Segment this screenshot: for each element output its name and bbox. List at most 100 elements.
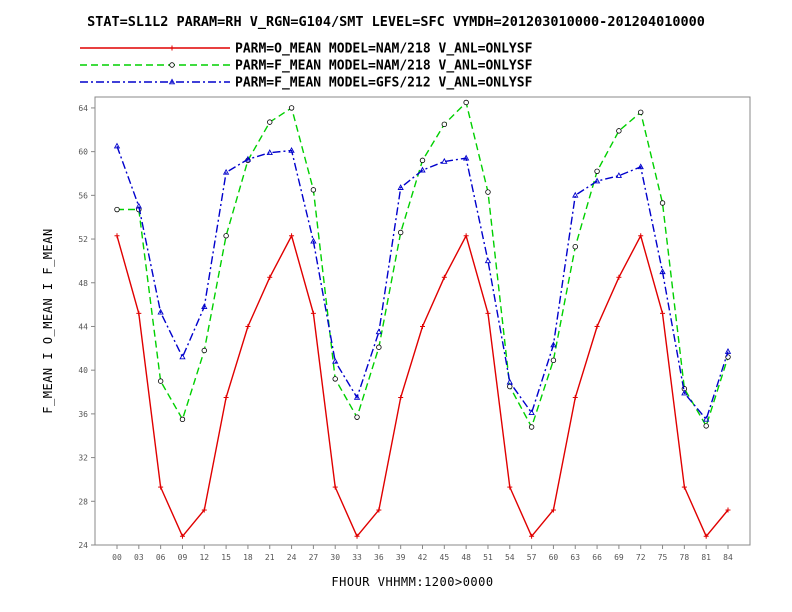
triangle-marker	[244, 155, 252, 162]
circle-marker	[572, 243, 578, 250]
y-tick-label: 48	[78, 279, 88, 288]
triangle-marker	[528, 409, 535, 416]
x-axis-label: FHOUR VHHMM:1200>0000	[331, 575, 493, 589]
legend: PARM=O_MEAN MODEL=NAM/218 V_ANL=ONLYSF PA…	[80, 42, 533, 91]
y-tick-label: 32	[78, 454, 88, 463]
circle-marker	[616, 128, 622, 134]
x-tick-label: 09	[178, 553, 188, 562]
x-tick-label: 39	[396, 553, 406, 562]
circle-marker	[114, 206, 120, 213]
x-tick-label: 18	[243, 553, 253, 562]
plus-marker	[550, 507, 556, 513]
x-tick-label: 63	[570, 553, 580, 562]
circle-marker	[528, 424, 535, 430]
triangle-marker	[397, 184, 404, 190]
plus-marker	[507, 484, 513, 490]
legend-label: PARM=O_MEAN MODEL=NAM/218 V_ANL=ONLYSF	[235, 42, 533, 57]
series-line	[117, 101, 729, 429]
x-tick-label: 72	[636, 553, 646, 562]
plus-marker	[725, 507, 731, 513]
triangle-marker	[135, 202, 142, 209]
plus-marker	[660, 310, 666, 316]
y-axis: 24 28 32 36 40 44 48 52 56 60 64	[78, 104, 95, 550]
triangle-marker	[615, 172, 623, 178]
plus-marker	[485, 310, 491, 316]
circle-marker	[550, 357, 557, 364]
x-tick-label: 48	[461, 553, 471, 562]
y-tick-label: 60	[78, 148, 88, 157]
circle-marker	[223, 233, 229, 239]
x-tick-label: 21	[265, 553, 275, 562]
circle-marker	[288, 105, 295, 111]
triangle-marker	[484, 257, 492, 264]
plus-marker	[354, 533, 360, 539]
legend-entry-3: PARM=F_MEAN MODEL=GFS/212 V_ANL=ONLYSF	[80, 76, 533, 91]
triangle-marker	[419, 166, 426, 173]
x-tick-label: 57	[527, 553, 537, 562]
triangle-marker	[179, 353, 186, 360]
plus-marker	[681, 484, 687, 490]
y-tick-label: 52	[78, 235, 88, 244]
x-tick-label: 06	[156, 553, 166, 562]
x-tick-label: 12	[199, 553, 209, 562]
x-tick-label: 54	[505, 553, 515, 562]
plus-marker	[529, 533, 535, 539]
plus-marker	[376, 507, 382, 513]
triangle-marker	[441, 157, 448, 164]
plus-marker	[136, 310, 142, 316]
x-tick-label: 84	[723, 553, 733, 562]
x-tick-label: 51	[483, 553, 493, 562]
plus-marker	[267, 274, 273, 280]
plus-marker	[398, 394, 404, 400]
series-line	[116, 233, 729, 538]
x-tick-label: 36	[374, 553, 384, 562]
chart-title: STAT=SL1L2 PARAM=RH V_RGN=G104/SMT LEVEL…	[87, 14, 705, 30]
plus-marker	[114, 233, 120, 239]
legend-entry-1: PARM=O_MEAN MODEL=NAM/218 V_ANL=ONLYSF	[80, 42, 533, 57]
plus-marker	[572, 394, 578, 400]
triangle-marker	[332, 357, 339, 364]
plus-marker	[310, 310, 316, 316]
plus-marker	[463, 233, 469, 239]
triangle-marker	[703, 415, 710, 422]
plus-marker	[169, 45, 175, 51]
triangle-marker	[113, 142, 121, 149]
circle-marker	[201, 347, 207, 354]
plus-marker	[179, 533, 185, 539]
circle-marker	[310, 187, 317, 193]
y-tick-label: 36	[78, 410, 88, 419]
plus-marker	[223, 394, 229, 400]
series-2	[114, 99, 731, 430]
x-tick-label: 69	[614, 553, 624, 562]
x-tick-label: 30	[330, 553, 340, 562]
y-tick-label: 40	[78, 366, 88, 375]
triangle-marker	[310, 237, 317, 244]
plus-marker	[616, 274, 622, 280]
plus-marker	[441, 274, 447, 280]
triangle-marker	[375, 328, 383, 335]
y-tick-label: 44	[78, 322, 88, 331]
x-tick-label: 03	[134, 553, 144, 562]
x-tick-label: 60	[549, 553, 559, 562]
circle-marker	[376, 344, 382, 350]
plus-marker	[158, 484, 164, 490]
x-tick-label: 81	[701, 553, 711, 562]
plus-marker	[420, 323, 425, 329]
circle-marker	[267, 119, 273, 125]
series-line	[116, 145, 729, 421]
x-tick-label: 78	[680, 553, 690, 562]
triangle-marker	[637, 163, 644, 170]
circle-marker	[441, 121, 448, 128]
triangle-marker	[593, 177, 601, 184]
triangle-marker	[157, 308, 164, 315]
plus-marker	[332, 484, 338, 490]
triangle-marker	[353, 393, 361, 400]
y-tick-label: 56	[78, 191, 88, 200]
triangle-marker	[724, 348, 732, 354]
x-tick-label: 24	[287, 553, 297, 562]
triangle-marker	[681, 389, 688, 396]
triangle-marker	[462, 154, 470, 161]
circle-marker	[397, 229, 404, 236]
triangle-marker	[506, 378, 513, 385]
